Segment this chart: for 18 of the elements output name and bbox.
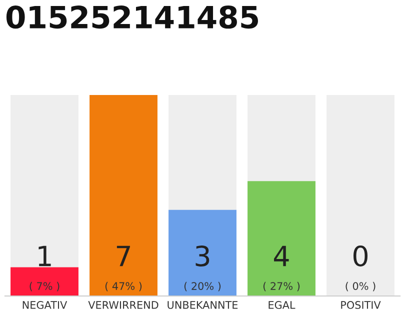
- data-label: 1: [38, 246, 51, 266]
- data-label: 3: [196, 245, 210, 266]
- data-label: 7: [116, 246, 130, 266]
- bar: [10, 267, 78, 296]
- chart-title: 015252141485: [6, 6, 258, 29]
- x-tick-label: NEGATIV: [22, 301, 68, 309]
- x-tick-label: UNBEKANNTE: [168, 301, 238, 309]
- x-tick-label: EGAL: [268, 301, 296, 309]
- annotation: ( 27% ): [263, 282, 300, 292]
- bar: [90, 95, 158, 296]
- x-tick-label: POSITIV: [341, 301, 381, 309]
- data-label: 0: [353, 245, 368, 266]
- x-tick-label: VERWIRREND: [88, 301, 158, 309]
- annotation: ( 0% ): [346, 282, 376, 292]
- annotation: ( 20% ): [184, 282, 221, 292]
- annotation: ( 7% ): [30, 282, 60, 292]
- annotation: ( 47% ): [105, 282, 142, 292]
- data-label: 4: [274, 246, 289, 266]
